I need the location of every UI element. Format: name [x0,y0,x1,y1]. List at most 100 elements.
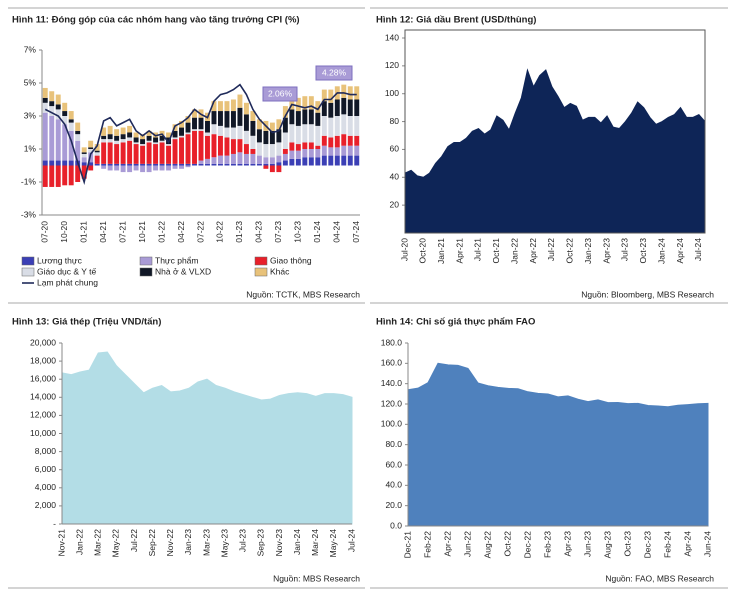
bar-segment [243,153,249,164]
bar-segment [127,137,133,141]
bar-segment [269,130,275,145]
y-tick-label: 60 [390,144,400,154]
bar-segment [107,134,113,140]
bar-segment [243,114,249,131]
bar-segment [49,165,55,187]
bar-segment [250,111,256,121]
bar-segment [146,142,152,164]
area-series [61,351,353,525]
bar-segment [334,135,340,148]
x-tick-label: 01-23 [234,221,244,243]
y-tick-label: 7% [24,44,37,54]
bar-segment [282,160,288,166]
bar-segment [192,109,197,118]
y-tick-label: 8,000 [35,446,57,456]
y-tick-label: 1% [24,143,37,153]
bar-segment [49,101,55,107]
bar-segment [308,149,314,158]
bar-segment [276,162,282,166]
x-tick-label: Aug-23 [602,531,612,559]
bar-segment [243,130,249,145]
bar-segment [211,101,217,112]
bar-segment [198,117,204,130]
bar-segment [347,99,353,116]
chart-title: Hình 14: Chỉ số giá thực phẩm FAO [376,317,535,328]
x-tick-label: Aug-22 [482,531,492,559]
x-tick-label: Jan-21 [436,238,446,264]
y-tick-label: 100 [385,88,399,98]
bar-segment [120,165,126,173]
bar-segment [185,165,191,168]
bar-segment [230,127,236,140]
bar-segment [55,165,61,187]
bar-segment [263,157,269,164]
bar-segment [42,102,48,113]
x-tick-label: Dec-23 [642,531,652,559]
x-tick-label: Jan-23 [583,238,593,264]
bar-segment [62,116,68,125]
x-tick-label: Jul-22 [546,238,556,261]
bar-segment [101,142,107,164]
x-tick-label: 10-20 [59,221,69,243]
y-tick-label: 120 [385,60,399,70]
x-tick-label: Apr-24 [682,531,692,557]
bar-segment [68,111,74,120]
bar-segment [302,124,308,143]
bar-segment [94,152,100,156]
bar-segment [315,101,321,113]
bar-segment [308,157,314,166]
x-tick-label: Jul-21 [473,238,483,261]
bar-segment [205,158,210,164]
bar-segment [250,135,256,149]
bar-segment [42,165,48,187]
bar-segment [62,102,68,112]
annotation: 4.28% [322,67,347,77]
bar-segment [321,155,327,166]
x-tick-label: May-22 [111,529,121,558]
bar-segment [218,111,223,126]
bar-segment [295,144,301,151]
bar-segment [205,132,210,136]
bar-segment [81,157,87,163]
x-tick-label: Jul-20 [399,238,409,261]
bar-segment [140,165,146,173]
bar-segment [315,112,321,126]
y-tick-label: 100.0 [381,419,403,429]
bar-segment [88,165,94,171]
bar-segment [328,89,334,103]
bar-segment [81,152,87,154]
bar-segment [55,109,61,120]
y-tick-label: 5% [24,77,37,87]
x-tick-label: 07-24 [351,221,361,243]
bar-segment [114,129,120,136]
bar-segment [211,124,217,135]
bar-segment [289,150,295,159]
bar-segment [198,160,204,164]
x-tick-label: Oct-21 [491,238,501,264]
bar-segment [75,165,81,182]
bar-segment [133,144,139,164]
bar-segment [179,163,184,166]
bar-segment [308,142,314,149]
bar-segment [347,155,353,166]
bar-segment [263,163,269,166]
bar-segment [192,163,197,166]
bar-segment [334,147,340,156]
bar-segment [49,91,55,102]
bar-segment [354,155,360,166]
bar-segment [205,135,210,159]
bar-segment [211,111,217,125]
bar-segment [321,116,327,136]
bar-segment [133,137,139,143]
source-note: Nguồn: FAO, MBS Research [605,573,714,583]
bar-segment [230,139,236,154]
bar-segment [224,137,230,156]
x-tick-label: Jun-22 [462,531,472,557]
bar-segment [282,132,288,149]
bar-segment [81,162,87,166]
legend-swatch [21,256,35,266]
x-tick-label: Nov-21 [56,529,66,557]
bar-segment [120,134,126,140]
bar-segment [198,163,204,166]
